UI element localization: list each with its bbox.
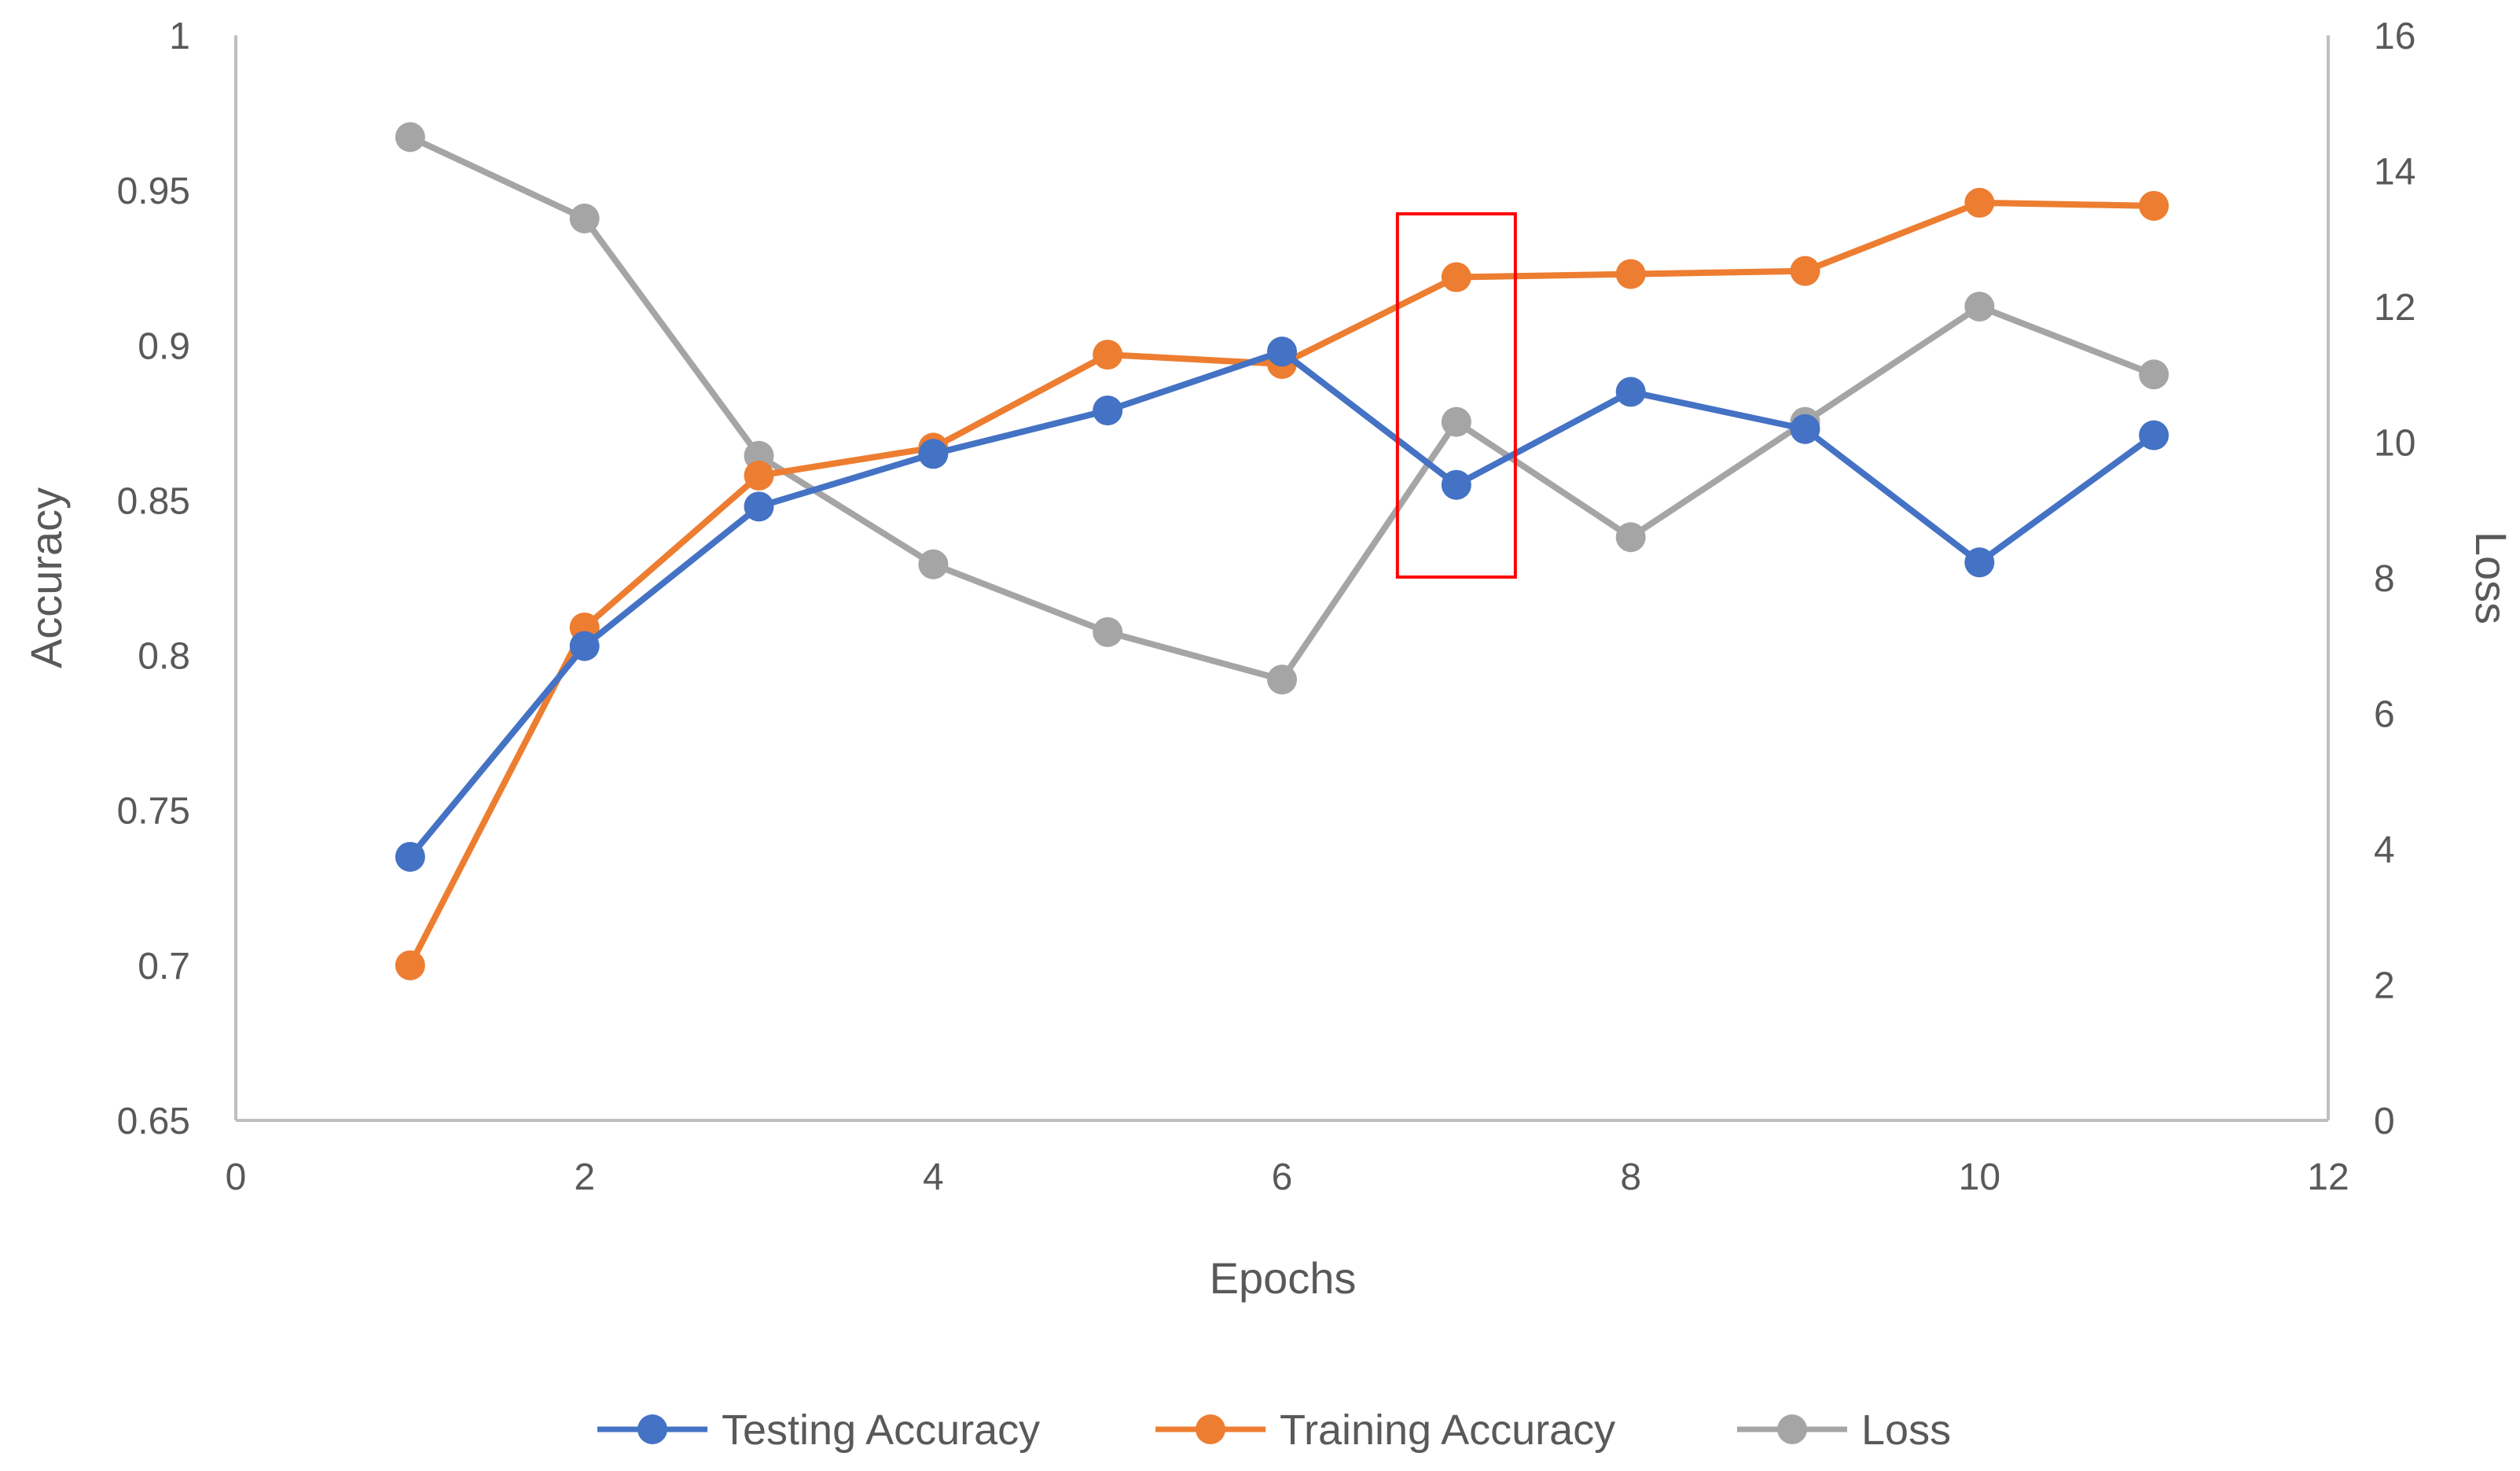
series-testing-accuracy	[395, 336, 2169, 872]
data-point	[918, 549, 949, 579]
data-point	[744, 460, 774, 491]
x-tick-label: 4	[923, 1157, 944, 1198]
tick-labels: 0 2 4 6 8 10 120.650.70.750.80.850.90.95102468…	[117, 16, 2416, 1198]
data-point	[1964, 547, 1995, 578]
annotations	[1395, 212, 1517, 579]
legend-marker-icon	[1196, 1414, 1225, 1444]
legend-marker-icon	[1777, 1414, 1807, 1444]
highlight-box	[1395, 212, 1517, 579]
data-point	[918, 439, 949, 469]
data-point	[569, 631, 600, 661]
data-point	[1615, 377, 1646, 407]
data-point	[1093, 395, 1123, 426]
data-point	[1615, 259, 1646, 289]
data-point	[1267, 336, 1297, 367]
data-point	[395, 841, 425, 872]
data-point	[1615, 522, 1646, 553]
data-point	[2139, 420, 2169, 450]
y-tick-label: 0.65	[117, 1101, 190, 1142]
series-line	[406, 348, 2158, 860]
data-point	[1964, 187, 1995, 218]
legend-label: Loss	[1861, 1407, 1951, 1454]
data-point	[1267, 664, 1297, 695]
y2-tick-label: 6	[2374, 694, 2395, 736]
data-point	[1093, 340, 1123, 370]
data-point	[744, 491, 774, 522]
data-point	[1790, 414, 1820, 444]
legend: Testing Accuracy Training Accuracy Loss	[597, 1407, 1951, 1454]
x-tick-label: 0	[226, 1157, 247, 1198]
series-line	[406, 134, 2158, 683]
data-point	[1964, 292, 1995, 322]
data-point	[2139, 359, 2169, 390]
series-loss	[395, 122, 2169, 695]
data-point	[395, 950, 425, 980]
x-tick-label: 8	[1620, 1157, 1641, 1198]
data-point	[1093, 617, 1123, 647]
axes	[234, 35, 2330, 1122]
left-y-axis-title: Accuracy	[21, 487, 71, 668]
x-tick-label: 2	[574, 1157, 595, 1198]
y2-tick-label: 10	[2374, 423, 2415, 465]
y2-tick-label: 2	[2374, 965, 2395, 1007]
data-point	[1441, 262, 1471, 292]
data-point	[2139, 190, 2169, 221]
y-tick-label: 0.95	[117, 171, 190, 212]
y-tick-label: 0.75	[117, 791, 190, 833]
y-tick-label: 0.7	[138, 946, 190, 987]
data-point	[1790, 256, 1820, 286]
y2-tick-label: 0	[2374, 1101, 2395, 1142]
data-point	[569, 203, 600, 234]
legend-item-training-accuracy[interactable]: Training Accuracy	[1155, 1407, 1615, 1454]
x-axis-title: Epochs	[1210, 1253, 1357, 1303]
legend-label: Testing Accuracy	[722, 1407, 1040, 1454]
legend-item-testing-accuracy[interactable]: Testing Accuracy	[597, 1407, 1040, 1454]
x-tick-label: 6	[1272, 1157, 1293, 1198]
y-tick-label: 0.85	[117, 480, 190, 522]
series-line	[406, 199, 2158, 969]
y2-tick-label: 14	[2374, 152, 2415, 193]
y2-tick-label: 12	[2374, 287, 2415, 329]
legend-item-loss[interactable]: Loss	[1737, 1407, 1951, 1454]
data-point	[1441, 406, 1471, 437]
y2-tick-label: 4	[2374, 829, 2395, 871]
legend-label: Training Accuracy	[1280, 1407, 1615, 1454]
x-tick-label: 12	[2307, 1157, 2349, 1198]
y-tick-label: 0.9	[138, 325, 190, 367]
x-tick-label: 10	[1959, 1157, 2000, 1198]
data-point	[1441, 469, 1471, 500]
y2-tick-label: 8	[2374, 558, 2395, 600]
series	[395, 122, 2169, 980]
y-tick-label: 0.8	[138, 636, 190, 678]
data-point	[395, 122, 425, 153]
right-y-axis-title: Loss	[2467, 531, 2516, 624]
y2-tick-label: 16	[2374, 16, 2415, 57]
y-tick-label: 1	[169, 16, 190, 57]
legend-marker-icon	[637, 1414, 667, 1444]
